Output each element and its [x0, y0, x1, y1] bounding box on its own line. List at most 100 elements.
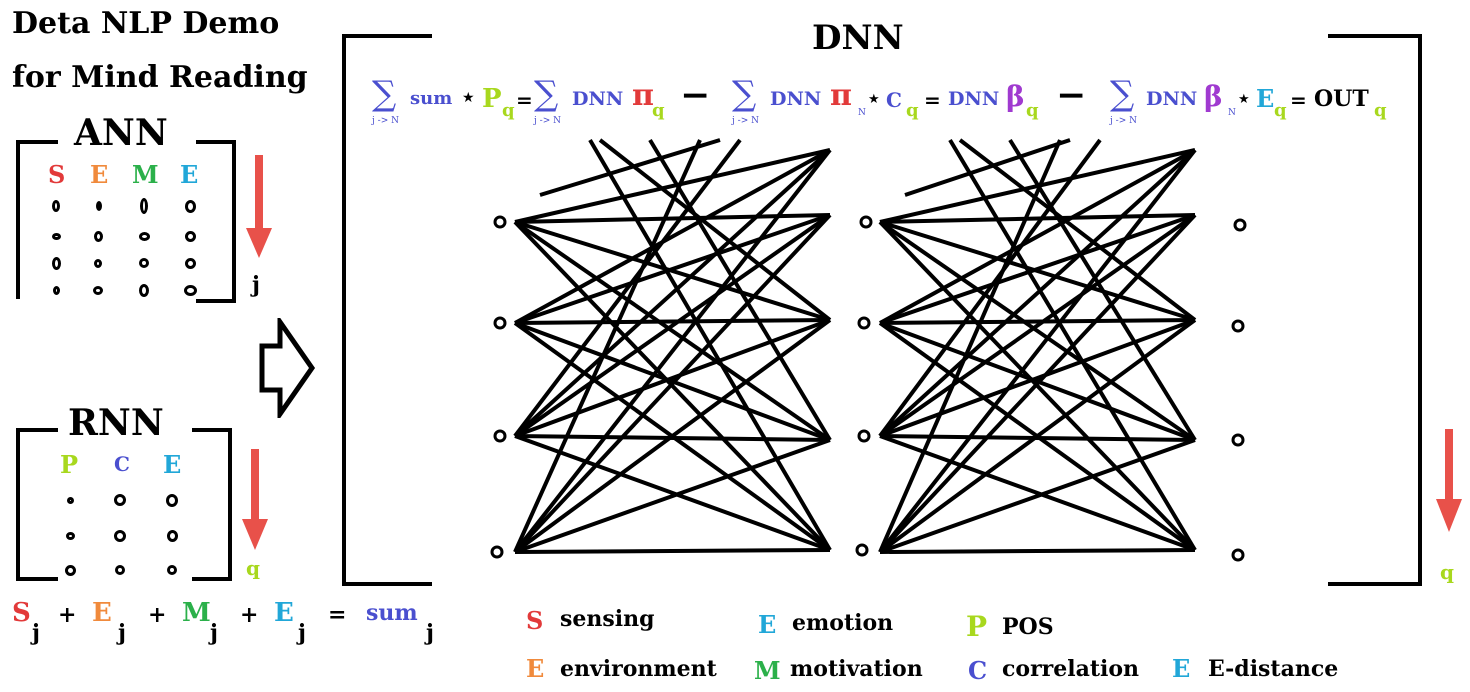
matrix-cell [138, 231, 150, 241]
network-edge [879, 148, 1196, 325]
network-edge [879, 434, 1196, 552]
legend-label-pos: POS [1002, 614, 1054, 640]
sigma-2: ∑ [534, 74, 559, 114]
network-edge [879, 318, 1196, 438]
pi-1-q: q [652, 100, 665, 121]
network-edge [958, 138, 1197, 322]
legend-label-motivation: motivation [790, 656, 923, 682]
legend-label-emotion: emotion [792, 610, 894, 636]
network-edge [948, 138, 1197, 552]
pi-1: π [632, 78, 654, 113]
network-edge [879, 438, 1196, 554]
matrix-cell [95, 201, 102, 211]
network-edge [514, 318, 831, 438]
matrix-cell [65, 532, 75, 540]
network-edge [513, 139, 702, 553]
eq-s: S [12, 598, 31, 628]
legend-label-environment: environment [560, 656, 717, 682]
network-edge [878, 139, 1062, 553]
eq-plus-2: + [148, 602, 167, 628]
sigma-4: ∑ [1110, 74, 1135, 114]
rnn-col-e: E [163, 450, 182, 479]
eq-1: = [516, 88, 533, 112]
rnn-title: RNN [68, 402, 164, 444]
matrix-cell [184, 257, 196, 269]
range-2: j -> N [534, 116, 561, 126]
dnn-term-1: DNN [572, 88, 624, 110]
star-1: ★ [462, 90, 475, 106]
network-node-layer-1 [493, 429, 507, 443]
ann-down-arrow [246, 155, 272, 258]
dnn-term-4: DNN [1146, 88, 1198, 110]
matrix-cell [166, 530, 178, 542]
eq-sum: sum [366, 600, 418, 626]
dnn-right-bracket [1328, 34, 1422, 586]
beta-2-n: N [1228, 108, 1236, 118]
dnn-down-arrow [1436, 429, 1462, 532]
network-edge [514, 213, 831, 325]
matrix-cell [64, 564, 76, 576]
network-edge [514, 434, 831, 552]
rnn-down-arrow [242, 449, 268, 550]
legend-letter-motivation: M [754, 656, 781, 685]
legend-letter-pos: P [966, 610, 988, 643]
network-edge [598, 138, 832, 322]
matrix-cell [140, 198, 148, 214]
network-node-layer-2 [855, 543, 869, 557]
rnn-col-c: C [114, 452, 130, 476]
matrix-cell [114, 494, 126, 506]
pi-2-n: N [858, 108, 866, 118]
network-edge [648, 138, 832, 442]
beta-1-q: q [1026, 100, 1039, 121]
network-node-layer-1 [493, 316, 507, 330]
network-node-layer-2 [857, 316, 871, 330]
star-2: ★ [868, 92, 880, 107]
legend-letter-sensing: S [526, 606, 544, 635]
matrix-cell [66, 496, 74, 504]
sum-equation: S j + E j + M j + E j = sum j [12, 598, 452, 658]
matrix-cell [184, 230, 196, 242]
network-edge [904, 138, 1071, 197]
eq-plus-3: + [240, 602, 259, 628]
ann-title: ANN [74, 112, 168, 154]
legend-letter-environment: E [526, 654, 545, 683]
matrix-cell [166, 493, 178, 507]
legend-label-e-distance: E-distance [1208, 656, 1339, 682]
dnn-left-bracket [342, 34, 432, 586]
ann-index-j: j [252, 272, 260, 298]
eq-2: = [924, 88, 941, 112]
network-edge [879, 213, 1196, 325]
ann-col-e: E [90, 160, 109, 189]
pi-2: π [830, 78, 852, 113]
eq-plus-1: + [58, 602, 77, 628]
network-edge [878, 213, 1197, 554]
network-node-layer-3 [1231, 319, 1245, 333]
beta-2: β [1204, 80, 1223, 113]
eq-s-j: j [32, 620, 40, 646]
sigma-3: ∑ [732, 74, 757, 114]
network-node-layer-3 [1231, 433, 1245, 447]
network-edge [879, 318, 1196, 325]
range-3: j -> N [732, 116, 759, 126]
matrix-cell [114, 530, 126, 542]
matrix-cell [51, 232, 61, 240]
minus-1: − [680, 74, 711, 116]
sigma-1: ∑ [372, 74, 397, 114]
formula-sum: sum [410, 88, 453, 109]
legend-label-correlation: correlation [1002, 656, 1140, 682]
transition-arrow [259, 318, 316, 418]
star-3: ★ [1238, 92, 1250, 107]
dnn-title: DNN [812, 18, 904, 58]
rnn-index-q: q [246, 556, 260, 580]
formula-out-q: q [1374, 100, 1387, 121]
network-edge [514, 148, 831, 325]
range-4: j -> N [1110, 116, 1137, 126]
network-edge [513, 220, 832, 442]
ann-col-m: M [132, 160, 159, 189]
ann-col-e2: E [180, 160, 199, 189]
beta-1: β [1006, 80, 1025, 113]
matrix-cell [139, 258, 149, 268]
matrix-cell [93, 230, 103, 242]
formula-c: C [886, 88, 902, 112]
